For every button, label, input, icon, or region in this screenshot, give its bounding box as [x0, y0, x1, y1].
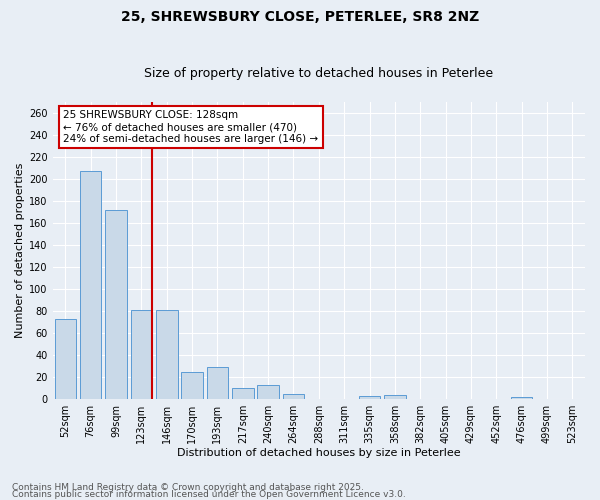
Bar [55, 318, 76, 399]
Bar [257, 385, 279, 399]
Bar [359, 396, 380, 399]
Bar [80, 171, 101, 399]
Bar [283, 394, 304, 399]
Bar [156, 310, 178, 399]
Bar [105, 210, 127, 399]
Text: Contains public sector information licensed under the Open Government Licence v3: Contains public sector information licen… [12, 490, 406, 499]
Bar [232, 388, 254, 399]
Text: 25 SHREWSBURY CLOSE: 128sqm
← 76% of detached houses are smaller (470)
24% of se: 25 SHREWSBURY CLOSE: 128sqm ← 76% of det… [63, 110, 319, 144]
Y-axis label: Number of detached properties: Number of detached properties [15, 162, 25, 338]
Text: Contains HM Land Registry data © Crown copyright and database right 2025.: Contains HM Land Registry data © Crown c… [12, 484, 364, 492]
Bar [206, 367, 228, 399]
Bar [511, 397, 532, 399]
Title: Size of property relative to detached houses in Peterlee: Size of property relative to detached ho… [144, 66, 493, 80]
Text: 25, SHREWSBURY CLOSE, PETERLEE, SR8 2NZ: 25, SHREWSBURY CLOSE, PETERLEE, SR8 2NZ [121, 10, 479, 24]
Bar [131, 310, 152, 399]
Bar [384, 394, 406, 399]
Bar [181, 372, 203, 399]
X-axis label: Distribution of detached houses by size in Peterlee: Distribution of detached houses by size … [177, 448, 461, 458]
